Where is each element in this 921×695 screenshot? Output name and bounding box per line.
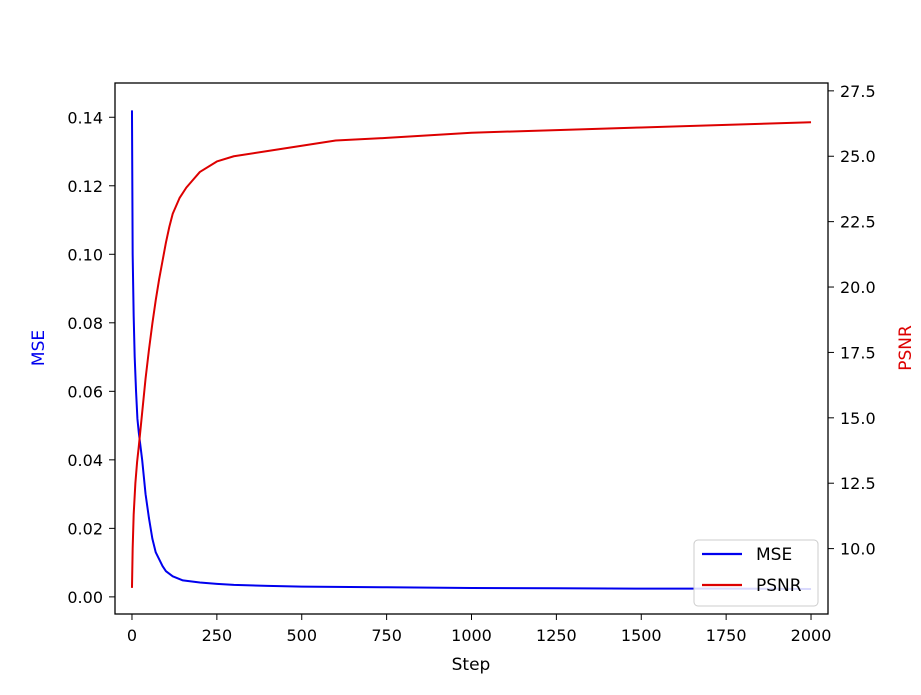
y-left-tick-label: 0.00 (67, 588, 103, 607)
series-line-mse (130, 110, 812, 590)
x-tick-label: 250 (202, 626, 233, 645)
y-right-axis-label: PSNR (896, 325, 916, 371)
series-line-psnr (130, 121, 812, 588)
x-tick-label: 1500 (621, 626, 662, 645)
series-layer (130, 110, 812, 590)
y-left-tick-label: 0.10 (67, 245, 103, 264)
x-tick-label: 1250 (536, 626, 577, 645)
x-axis-label: Step (452, 655, 491, 675)
legend: MSE PSNR (693, 539, 819, 607)
y-left-tick-label: 0.06 (67, 382, 103, 401)
x-tick-label: 500 (286, 626, 317, 645)
x-tick-label: 0 (127, 626, 137, 645)
x-tick-label: 2000 (791, 626, 832, 645)
x-tick-label: 1000 (451, 626, 492, 645)
y-right-axis: 10.0 12.5 15.0 17.5 20.0 22.5 25.0 27.5 (828, 82, 876, 559)
x-tick-label: 1750 (706, 626, 747, 645)
y-right-tick-label: 15.0 (840, 409, 876, 428)
y-right-tick-label: 25.0 (840, 147, 876, 166)
y-right-tick-label: 12.5 (840, 474, 876, 493)
legend-box (693, 539, 819, 607)
y-right-tick-label: 20.0 (840, 278, 876, 297)
y-right-tick-label: 22.5 (840, 213, 876, 232)
y-right-tick-label: 10.0 (840, 540, 876, 559)
y-left-axis: 0.00 0.02 0.04 0.06 0.08 0.10 0.12 0.14 (67, 108, 115, 607)
y-right-tick-label: 27.5 (840, 82, 876, 101)
y-left-tick-label: 0.02 (67, 519, 103, 538)
y-left-tick-label: 0.04 (67, 451, 103, 470)
x-axis: 0 250 500 750 1000 1250 1500 1750 2000 (127, 614, 832, 645)
y-left-tick-label: 0.12 (67, 177, 103, 196)
y-left-tick-label: 0.14 (67, 108, 103, 127)
legend-label-psnr: PSNR (756, 576, 802, 596)
x-tick-label: 750 (371, 626, 402, 645)
legend-label-mse: MSE (756, 545, 792, 565)
y-left-tick-label: 0.08 (67, 314, 103, 333)
y-left-axis-label: MSE (29, 330, 49, 366)
y-right-tick-label: 17.5 (840, 343, 876, 362)
